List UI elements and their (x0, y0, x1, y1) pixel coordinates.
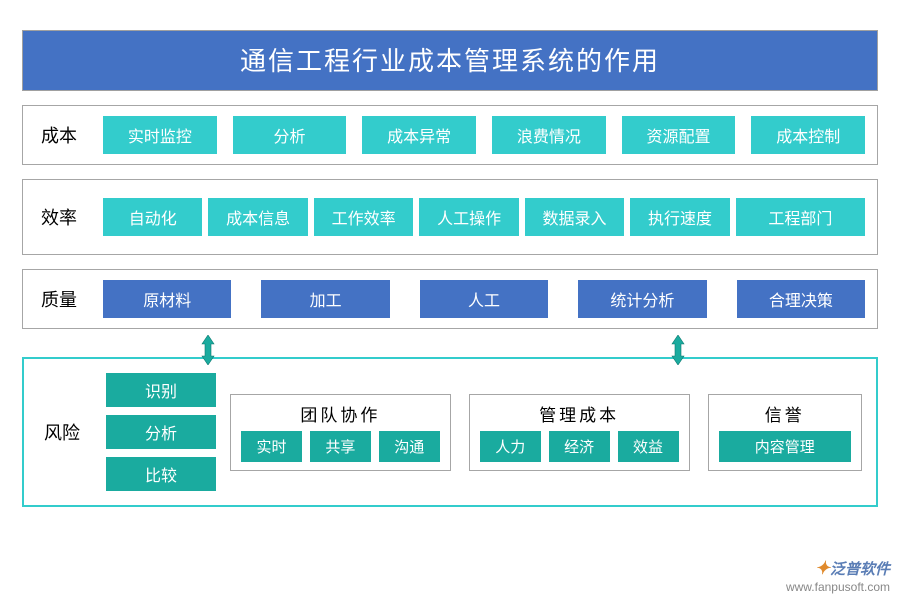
chip-eff-1: 成本信息 (208, 198, 307, 236)
watermark-brand: ✦泛普软件 (786, 558, 890, 580)
chip-eff-5: 执行速度 (630, 198, 729, 236)
chip-team-2: 沟通 (379, 431, 440, 462)
row-quality: 质量 原材料 加工 人工 统计分析 合理决策 (22, 269, 878, 329)
row-efficiency: 效率 自动化 成本信息 工作效率 人工操作 数据录入 执行速度 工程部门 (22, 179, 878, 255)
chip-qual-0: 原材料 (103, 280, 231, 318)
arrow-right-icon (670, 335, 686, 365)
group-manage-cost: 管理成本 人力 经济 效益 (469, 394, 690, 471)
group-reputation: 信誉 内容管理 (708, 394, 863, 471)
chip-eff-2: 工作效率 (314, 198, 413, 236)
watermark: ✦泛普软件 www.fanpusoft.com (786, 558, 890, 594)
chip-mcost-1: 经济 (549, 431, 610, 462)
group-team: 团队协作 实时 共享 沟通 (230, 394, 451, 471)
chip-risk-left-1: 分析 (106, 415, 216, 449)
chip-cost-0: 实时监控 (103, 116, 217, 154)
chip-team-1: 共享 (310, 431, 371, 462)
row-cost: 成本 实时监控 分析 成本异常 浪费情况 资源配置 成本控制 (22, 105, 878, 165)
row-efficiency-label: 效率 (35, 204, 83, 230)
chip-mcost-2: 效益 (618, 431, 679, 462)
chip-qual-3: 统计分析 (578, 280, 706, 318)
chip-risk-left-2: 比较 (106, 457, 216, 491)
chip-eff-6: 工程部门 (736, 198, 865, 236)
risk-left-column: 识别 分析 比较 (106, 373, 216, 491)
row-cost-chips: 实时监控 分析 成本异常 浪费情况 资源配置 成本控制 (103, 116, 865, 154)
chip-rep-0: 内容管理 (719, 431, 852, 462)
chip-qual-2: 人工 (420, 280, 548, 318)
chip-eff-0: 自动化 (103, 198, 202, 236)
arrow-left-icon (200, 335, 216, 365)
row-quality-chips: 原材料 加工 人工 统计分析 合理决策 (103, 280, 865, 318)
chip-cost-2: 成本异常 (362, 116, 476, 154)
chip-qual-4: 合理决策 (737, 280, 865, 318)
row-risk-label: 风险 (38, 419, 86, 445)
chip-eff-3: 人工操作 (419, 198, 518, 236)
chip-cost-4: 资源配置 (622, 116, 736, 154)
chip-risk-left-0: 识别 (106, 373, 216, 407)
chip-cost-3: 浪费情况 (492, 116, 606, 154)
chip-cost-5: 成本控制 (751, 116, 865, 154)
row-quality-label: 质量 (35, 286, 83, 312)
row-cost-label: 成本 (35, 122, 83, 148)
chip-team-0: 实时 (241, 431, 302, 462)
chip-mcost-0: 人力 (480, 431, 541, 462)
title-bar: 通信工程行业成本管理系统的作用 (22, 30, 878, 91)
group-team-title: 团队协作 (241, 401, 440, 426)
watermark-url: www.fanpusoft.com (786, 580, 890, 594)
group-reputation-title: 信誉 (719, 401, 852, 426)
chip-cost-1: 分析 (233, 116, 347, 154)
row-efficiency-chips: 自动化 成本信息 工作效率 人工操作 数据录入 执行速度 工程部门 (103, 198, 865, 236)
chip-qual-1: 加工 (261, 280, 389, 318)
row-risk: 风险 识别 分析 比较 团队协作 实时 共享 沟通 管理成本 人力 经济 效益 … (22, 357, 878, 507)
risk-right-groups: 团队协作 实时 共享 沟通 管理成本 人力 经济 效益 信誉 内容管理 (230, 394, 862, 471)
group-manage-cost-title: 管理成本 (480, 401, 679, 426)
chip-eff-4: 数据录入 (525, 198, 624, 236)
